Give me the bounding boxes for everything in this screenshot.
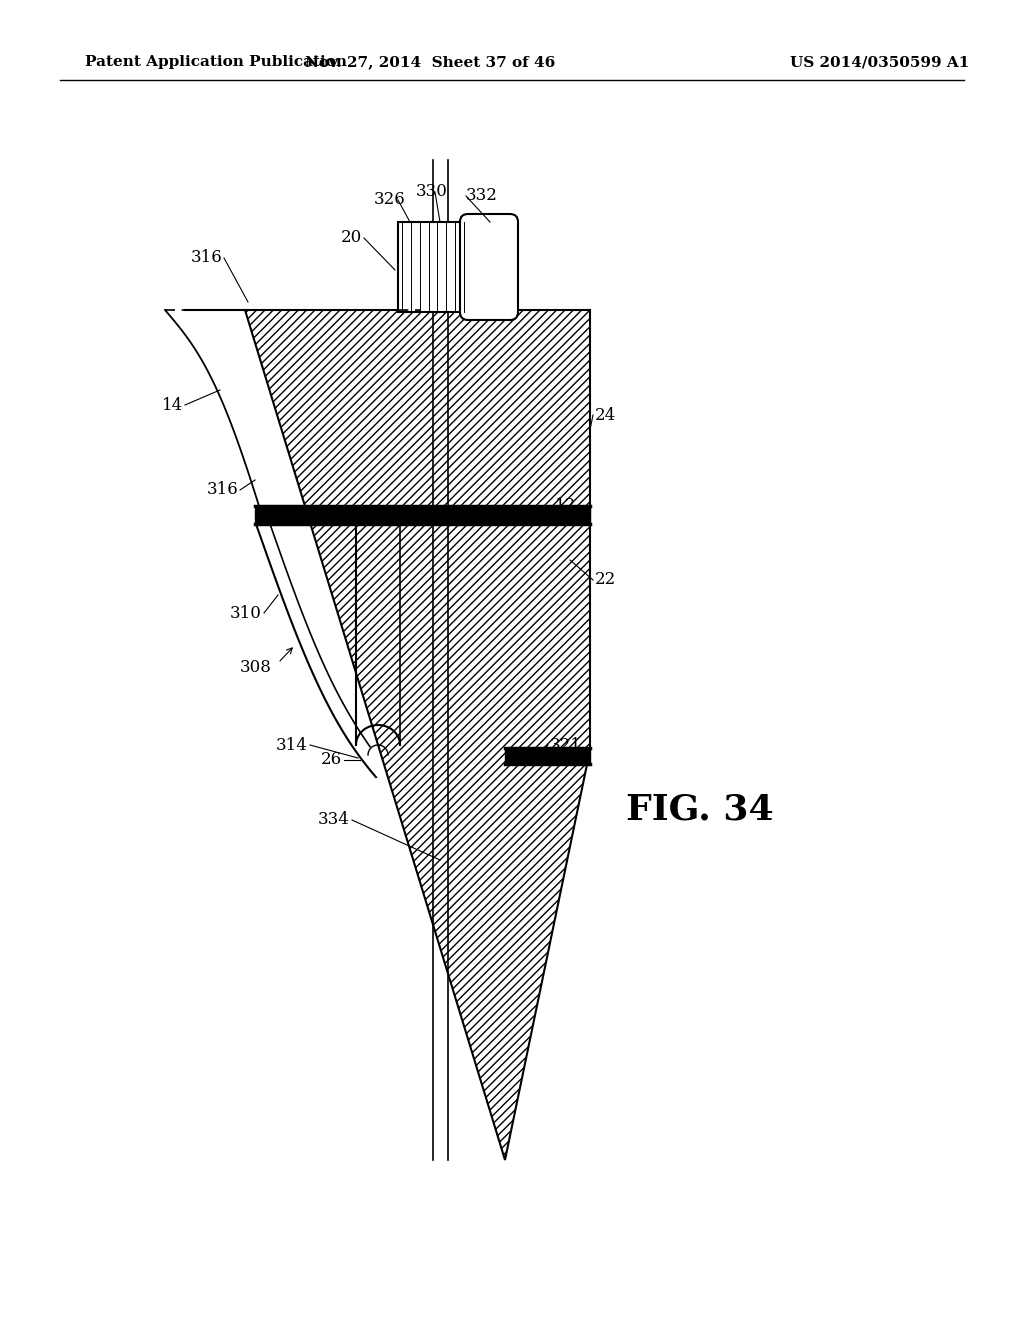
Text: 22: 22 [595, 572, 616, 589]
FancyBboxPatch shape [460, 214, 518, 319]
Text: 316: 316 [190, 249, 222, 267]
Text: 12: 12 [555, 496, 577, 513]
Text: 314: 314 [276, 737, 308, 754]
Text: 20: 20 [341, 230, 362, 247]
Text: 330: 330 [416, 183, 447, 201]
Text: 310: 310 [230, 605, 262, 622]
Text: 308: 308 [240, 660, 272, 676]
Text: 26: 26 [321, 751, 342, 768]
Text: 326: 326 [374, 191, 406, 209]
Text: 334: 334 [318, 812, 350, 829]
Text: Nov. 27, 2014  Sheet 37 of 46: Nov. 27, 2014 Sheet 37 of 46 [305, 55, 555, 69]
Text: 332: 332 [466, 187, 498, 205]
Text: FIG. 34: FIG. 34 [627, 793, 774, 828]
Text: 316: 316 [206, 482, 238, 499]
Text: 321: 321 [550, 737, 582, 754]
Text: US 2014/0350599 A1: US 2014/0350599 A1 [790, 55, 970, 69]
Text: 24: 24 [595, 407, 616, 424]
Text: 14: 14 [162, 396, 183, 413]
Text: Patent Application Publication: Patent Application Publication [85, 55, 347, 69]
Bar [398, 222, 468, 312]
